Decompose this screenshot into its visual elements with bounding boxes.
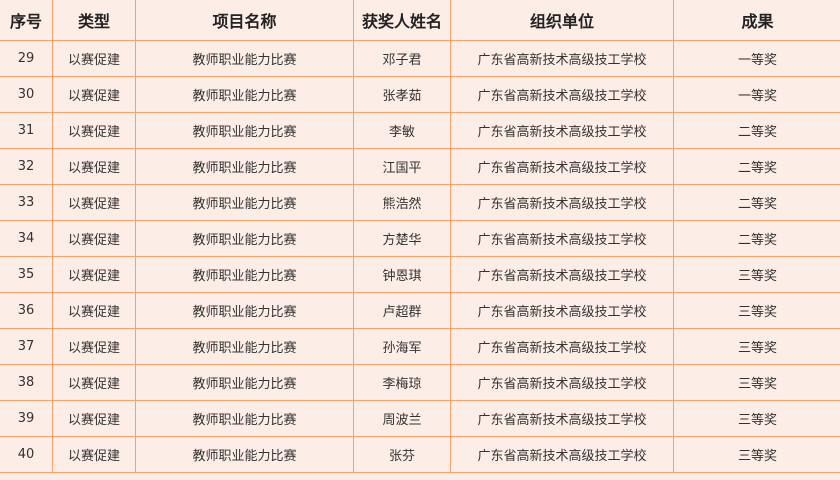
cell-col-project: 教师职业能力比赛 xyxy=(135,436,354,473)
cell-col-result: 二等奖 xyxy=(673,220,840,257)
table-row: 40 以赛促建 教师职业能力比赛 张芬 广东省高新技术高级技工学校 三等奖 xyxy=(0,436,840,473)
cell-col-project: 教师职业能力比赛 xyxy=(135,400,354,437)
cell-col-organization: 广东省高新技术高级技工学校 xyxy=(450,256,674,293)
cell-col-result: 二等奖 xyxy=(673,148,840,185)
cell-col-type: 以赛促建 xyxy=(52,364,136,401)
cell-col-index: 29 xyxy=(0,40,53,77)
cell-col-organization: 广东省高新技术高级技工学校 xyxy=(450,364,674,401)
table-row: 32 以赛促建 教师职业能力比赛 江国平 广东省高新技术高级技工学校 二等奖 xyxy=(0,148,840,185)
cell-col-result: 三等奖 xyxy=(673,256,840,293)
cell-col-type: 以赛促建 xyxy=(52,40,136,77)
cell-col-type: 以赛促建 xyxy=(52,436,136,473)
cell-col-winner: 江国平 xyxy=(353,148,451,185)
header-col-index: 序号 xyxy=(0,0,53,41)
cell-col-project: 教师职业能力比赛 xyxy=(135,364,354,401)
cell-col-type: 以赛促建 xyxy=(52,112,136,149)
cell-col-index: 32 xyxy=(0,148,53,185)
header-col-project: 项目名称 xyxy=(135,0,354,41)
header-col-result: 成果 xyxy=(673,0,840,41)
cell-col-organization: 广东省高新技术高级技工学校 xyxy=(450,148,674,185)
table-row: 39 以赛促建 教师职业能力比赛 周波兰 广东省高新技术高级技工学校 三等奖 xyxy=(0,400,840,437)
cell-col-type: 以赛促建 xyxy=(52,328,136,365)
cell-col-result: 三等奖 xyxy=(673,292,840,329)
cell-col-result: 三等奖 xyxy=(673,436,840,473)
table-row: 29 以赛促建 教师职业能力比赛 邓子君 广东省高新技术高级技工学校 一等奖 xyxy=(0,40,840,77)
table-row: 37 以赛促建 教师职业能力比赛 孙海军 广东省高新技术高级技工学校 三等奖 xyxy=(0,328,840,365)
cell-col-winner: 卢超群 xyxy=(353,292,451,329)
cell-col-winner: 邓子君 xyxy=(353,40,451,77)
cell-col-winner: 方楚华 xyxy=(353,220,451,257)
cell-col-project: 教师职业能力比赛 xyxy=(135,328,354,365)
cell-col-result: 三等奖 xyxy=(673,328,840,365)
cell-col-index: 38 xyxy=(0,364,53,401)
cell-col-type: 以赛促建 xyxy=(52,76,136,113)
cell-col-index: 39 xyxy=(0,400,53,437)
table-row: 35 以赛促建 教师职业能力比赛 钟恩琪 广东省高新技术高级技工学校 三等奖 xyxy=(0,256,840,293)
cell-col-organization: 广东省高新技术高级技工学校 xyxy=(450,184,674,221)
cell-col-result: 二等奖 xyxy=(673,184,840,221)
cell-col-organization: 广东省高新技术高级技工学校 xyxy=(450,76,674,113)
cell-col-result: 二等奖 xyxy=(673,112,840,149)
cell-col-index: 31 xyxy=(0,112,53,149)
cell-col-result: 一等奖 xyxy=(673,76,840,113)
cell-col-winner: 张孝茹 xyxy=(353,76,451,113)
cell-col-index: 37 xyxy=(0,328,53,365)
cell-col-index: 35 xyxy=(0,256,53,293)
cell-col-organization: 广东省高新技术高级技工学校 xyxy=(450,112,674,149)
cell-col-winner: 周波兰 xyxy=(353,400,451,437)
header-row: 序号 类型 项目名称 获奖人姓名 组织单位 成果 xyxy=(0,0,840,41)
cell-col-type: 以赛促建 xyxy=(52,292,136,329)
table-row: 31 以赛促建 教师职业能力比赛 李敏 广东省高新技术高级技工学校 二等奖 xyxy=(0,112,840,149)
table-row: 33 以赛促建 教师职业能力比赛 熊浩然 广东省高新技术高级技工学校 二等奖 xyxy=(0,184,840,221)
cell-col-index: 33 xyxy=(0,184,53,221)
cell-col-winner: 李敏 xyxy=(353,112,451,149)
cell-col-project: 教师职业能力比赛 xyxy=(135,40,354,77)
table-row: 38 以赛促建 教师职业能力比赛 李梅琼 广东省高新技术高级技工学校 三等奖 xyxy=(0,364,840,401)
cell-col-type: 以赛促建 xyxy=(52,256,136,293)
cell-col-project: 教师职业能力比赛 xyxy=(135,220,354,257)
cell-col-result: 三等奖 xyxy=(673,400,840,437)
cell-col-winner: 张芬 xyxy=(353,436,451,473)
cell-col-winner: 李梅琼 xyxy=(353,364,451,401)
cell-col-index: 30 xyxy=(0,76,53,113)
cell-col-project: 教师职业能力比赛 xyxy=(135,76,354,113)
table-row: 34 以赛促建 教师职业能力比赛 方楚华 广东省高新技术高级技工学校 二等奖 xyxy=(0,220,840,257)
cell-col-winner: 孙海军 xyxy=(353,328,451,365)
cell-col-project: 教师职业能力比赛 xyxy=(135,256,354,293)
cell-col-type: 以赛促建 xyxy=(52,184,136,221)
cell-col-project: 教师职业能力比赛 xyxy=(135,184,354,221)
cell-col-organization: 广东省高新技术高级技工学校 xyxy=(450,328,674,365)
cell-col-organization: 广东省高新技术高级技工学校 xyxy=(450,292,674,329)
cell-col-type: 以赛促建 xyxy=(52,400,136,437)
cell-col-type: 以赛促建 xyxy=(52,220,136,257)
cell-col-organization: 广东省高新技术高级技工学校 xyxy=(450,40,674,77)
header-col-type: 类型 xyxy=(52,0,136,41)
cell-col-type: 以赛促建 xyxy=(52,148,136,185)
cell-col-project: 教师职业能力比赛 xyxy=(135,148,354,185)
table-row: 30 以赛促建 教师职业能力比赛 张孝茹 广东省高新技术高级技工学校 一等奖 xyxy=(0,76,840,113)
cell-col-project: 教师职业能力比赛 xyxy=(135,292,354,329)
cell-col-winner: 熊浩然 xyxy=(353,184,451,221)
cell-col-organization: 广东省高新技术高级技工学校 xyxy=(450,436,674,473)
cell-col-organization: 广东省高新技术高级技工学校 xyxy=(450,220,674,257)
cell-col-project: 教师职业能力比赛 xyxy=(135,112,354,149)
table-row: 36 以赛促建 教师职业能力比赛 卢超群 广东省高新技术高级技工学校 三等奖 xyxy=(0,292,840,329)
cell-col-winner: 钟恩琪 xyxy=(353,256,451,293)
cell-col-index: 34 xyxy=(0,220,53,257)
cell-col-organization: 广东省高新技术高级技工学校 xyxy=(450,400,674,437)
header-col-organization: 组织单位 xyxy=(450,0,674,41)
cell-col-index: 40 xyxy=(0,436,53,473)
cell-col-index: 36 xyxy=(0,292,53,329)
cell-col-result: 三等奖 xyxy=(673,364,840,401)
cell-col-result: 一等奖 xyxy=(673,40,840,77)
header-col-winner: 获奖人姓名 xyxy=(353,0,451,41)
